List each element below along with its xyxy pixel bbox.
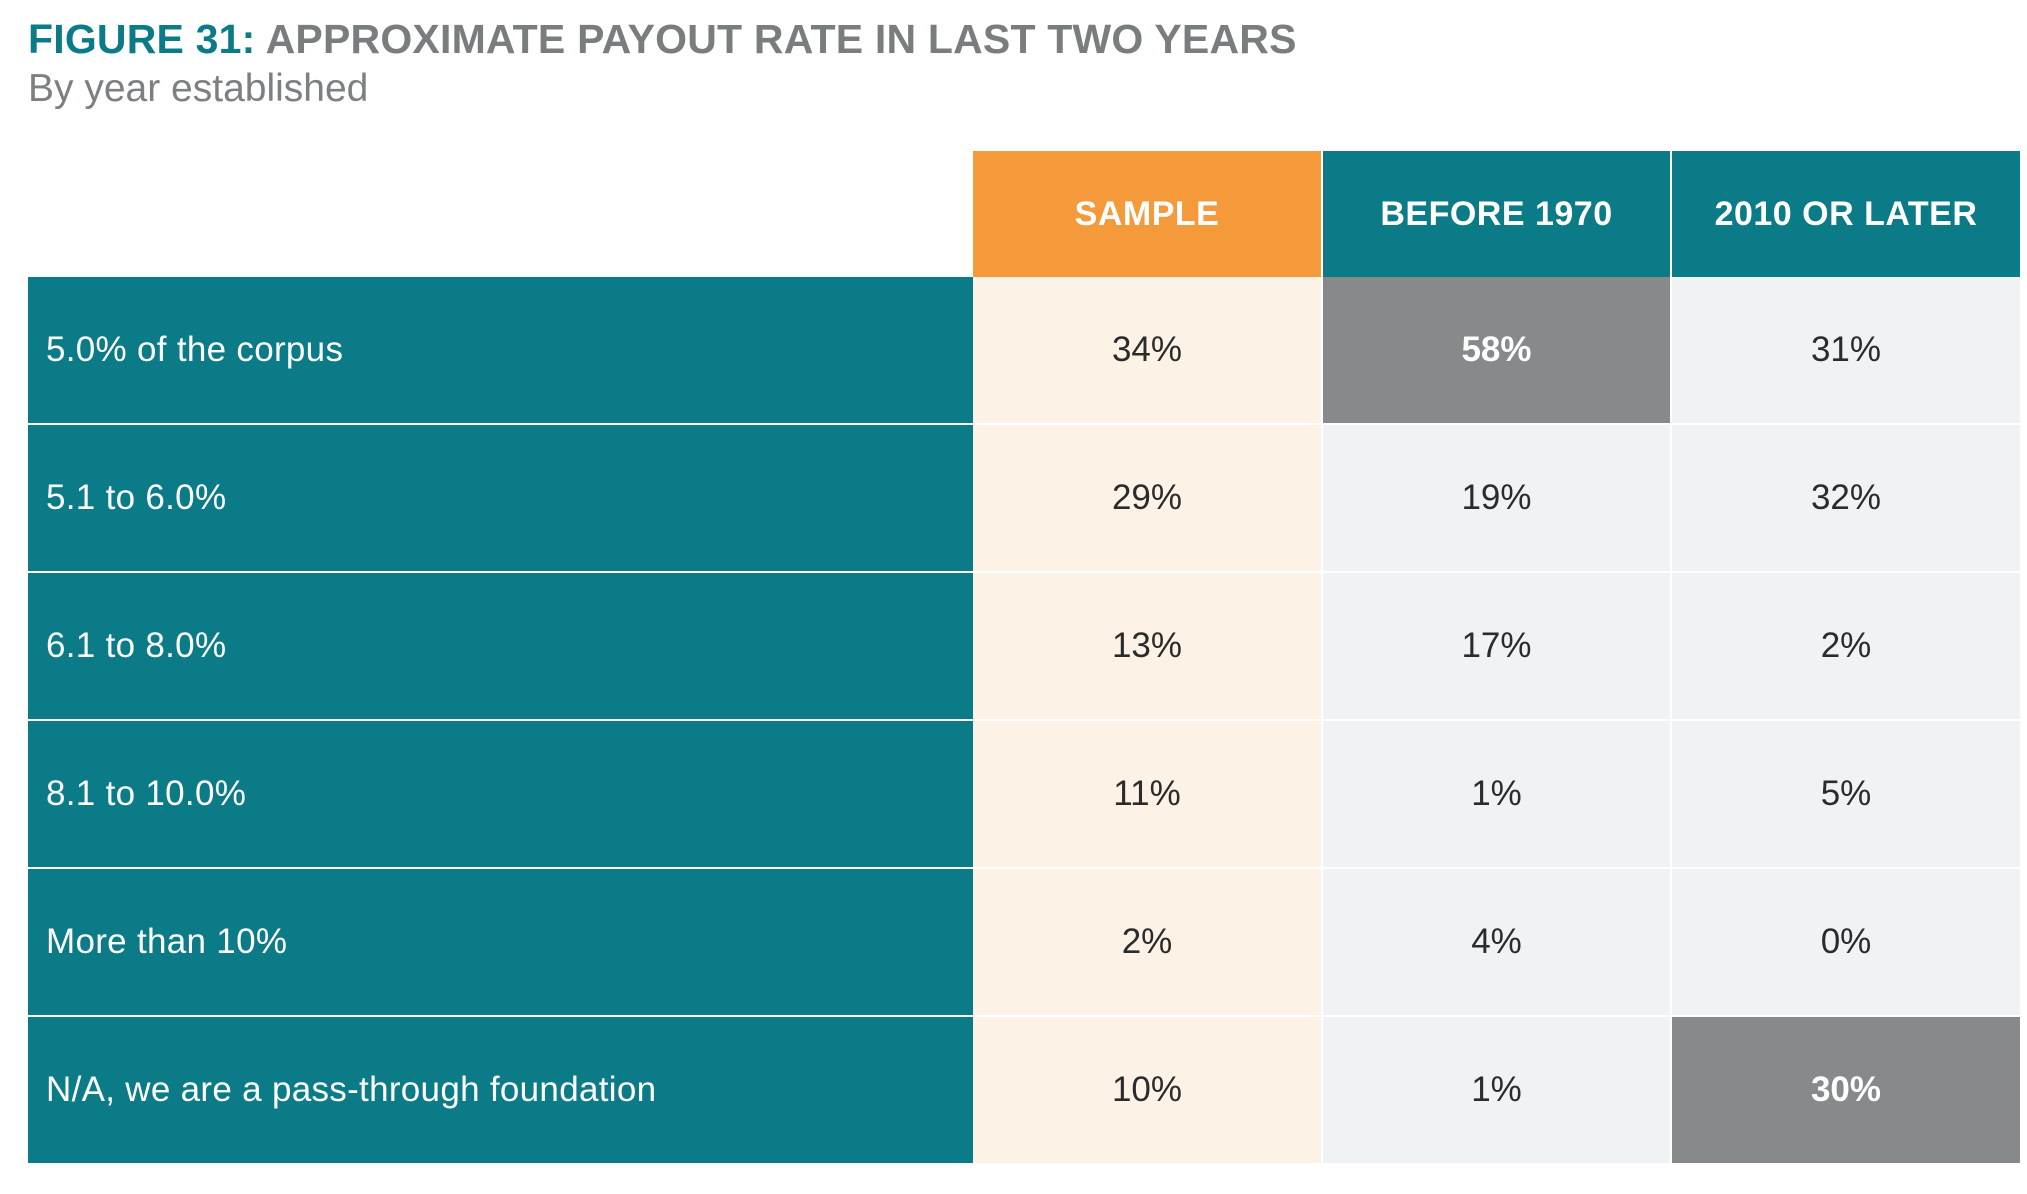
- row-label: 5.1 to 6.0%: [28, 423, 973, 572]
- table-row: 5.1 to 6.0% 29% 19% 32%: [28, 423, 2020, 572]
- table-row: 8.1 to 10.0% 11% 1% 5%: [28, 719, 2020, 868]
- cell-before-1970: 58%: [1321, 277, 1671, 424]
- cell-before-1970: 19%: [1321, 423, 1671, 572]
- cell-sample: 13%: [973, 571, 1322, 720]
- table-row: More than 10% 2% 4% 0%: [28, 867, 2020, 1016]
- cell-2010-or-later: 31%: [1670, 277, 2020, 424]
- column-header-sample: SAMPLE: [973, 151, 1322, 277]
- figure-number: FIGURE 31:: [28, 16, 256, 62]
- row-label: 6.1 to 8.0%: [28, 571, 973, 720]
- payout-table-container: SAMPLE BEFORE 1970 2010 OR LATER 5.0% of…: [28, 151, 2020, 1163]
- row-label: 5.0% of the corpus: [28, 277, 973, 424]
- column-header-before-1970: BEFORE 1970: [1321, 151, 1671, 277]
- table-row: N/A, we are a pass-through foundation 10…: [28, 1015, 2020, 1163]
- header-blank-cell: [28, 151, 973, 277]
- cell-2010-or-later: 2%: [1670, 571, 2020, 720]
- cell-before-1970: 1%: [1321, 1015, 1671, 1163]
- cell-sample: 2%: [973, 867, 1322, 1016]
- row-label: 8.1 to 10.0%: [28, 719, 973, 868]
- column-header-2010-or-later: 2010 OR LATER: [1670, 151, 2020, 277]
- table-row: 5.0% of the corpus 34% 58% 31%: [28, 277, 2020, 424]
- table-row: 6.1 to 8.0% 13% 17% 2%: [28, 571, 2020, 720]
- cell-2010-or-later: 5%: [1670, 719, 2020, 868]
- cell-before-1970: 1%: [1321, 719, 1671, 868]
- payout-rate-table: SAMPLE BEFORE 1970 2010 OR LATER 5.0% of…: [28, 151, 2020, 1163]
- cell-sample: 11%: [973, 719, 1322, 868]
- cell-2010-or-later: 32%: [1670, 423, 2020, 572]
- figure-header: FIGURE 31: APPROXIMATE PAYOUT RATE IN LA…: [28, 14, 2018, 114]
- row-label: More than 10%: [28, 867, 973, 1016]
- cell-2010-or-later: 30%: [1670, 1015, 2020, 1163]
- cell-2010-or-later: 0%: [1670, 867, 2020, 1016]
- cell-sample: 34%: [973, 277, 1322, 424]
- table-header-row: SAMPLE BEFORE 1970 2010 OR LATER: [28, 151, 2020, 277]
- cell-sample: 10%: [973, 1015, 1322, 1163]
- figure-subtitle: By year established: [28, 67, 369, 110]
- row-label: N/A, we are a pass-through foundation: [28, 1015, 973, 1163]
- figure-title-text: APPROXIMATE PAYOUT RATE IN LAST TWO YEAR…: [265, 16, 1297, 62]
- figure-title: FIGURE 31: APPROXIMATE PAYOUT RATE IN LA…: [28, 14, 2018, 64]
- cell-before-1970: 17%: [1321, 571, 1671, 720]
- cell-sample: 29%: [973, 423, 1322, 572]
- cell-before-1970: 4%: [1321, 867, 1671, 1016]
